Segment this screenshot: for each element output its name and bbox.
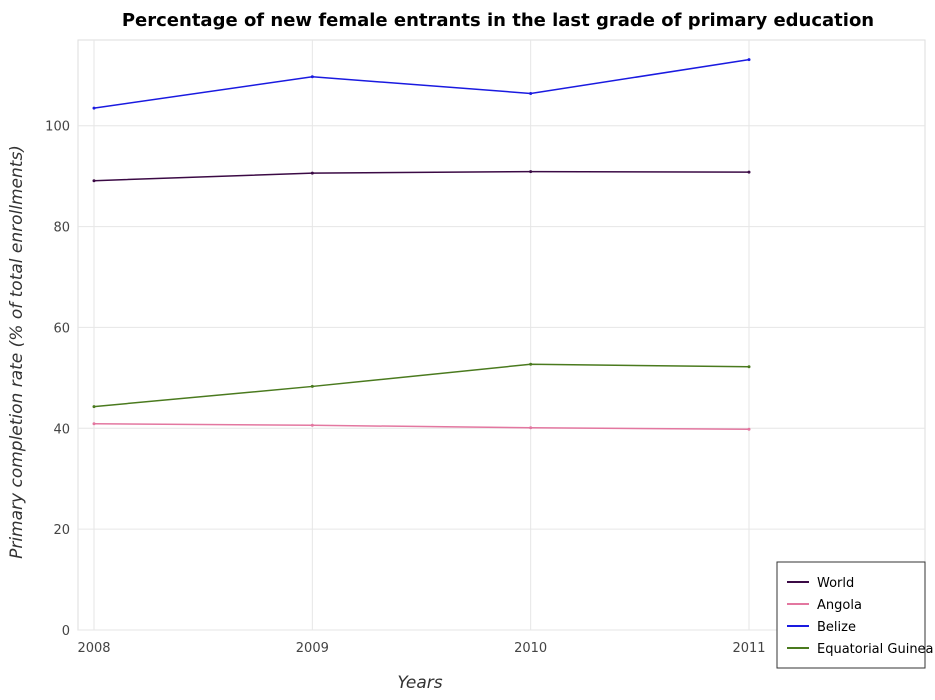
data-point	[92, 179, 96, 183]
legend-label: Equatorial Guinea	[817, 642, 934, 657]
data-point	[310, 384, 314, 388]
x-ticks: 2008 2009 2010 2011	[77, 641, 765, 656]
data-point	[529, 91, 533, 95]
data-point	[747, 365, 751, 369]
x-axis-label: Years	[397, 673, 442, 693]
data-point	[92, 405, 96, 409]
legend-box	[776, 561, 926, 669]
series-line	[93, 423, 750, 431]
legend: World Angola Belize Equatorial Guinea	[776, 561, 934, 669]
x-tick-label: 2010	[514, 641, 547, 656]
y-tick-label: 40	[53, 422, 70, 437]
x-tick-label: 2009	[296, 641, 329, 656]
y-tick-label: 20	[53, 523, 70, 538]
data-point	[92, 422, 96, 426]
data-point	[310, 75, 314, 79]
y-tick-label: 0	[62, 624, 70, 639]
y-axis-label: Primary completion rate (% of total enro…	[7, 145, 27, 559]
data-point	[529, 426, 533, 430]
data-point	[310, 171, 314, 175]
series-line	[93, 58, 750, 109]
legend-label: World	[817, 576, 854, 591]
data-point	[529, 362, 533, 366]
data-point	[747, 427, 751, 431]
data-point	[529, 170, 533, 174]
y-ticks: 0 20 40 60 80 100	[45, 120, 70, 639]
data-point	[92, 106, 96, 110]
legend-label: Angola	[817, 598, 862, 613]
legend-label: Belize	[817, 620, 856, 635]
series-line	[93, 170, 750, 182]
y-tick-label: 100	[45, 120, 70, 135]
chart-title: Percentage of new female entrants in the…	[122, 10, 874, 31]
series-lines	[92, 58, 751, 431]
data-point	[747, 58, 751, 62]
data-point	[310, 423, 314, 427]
data-point	[747, 170, 751, 174]
y-tick-label: 80	[53, 221, 70, 236]
x-tick-label: 2011	[732, 641, 765, 656]
series-line	[93, 363, 750, 408]
grid	[77, 39, 926, 631]
y-tick-label: 60	[53, 321, 70, 336]
x-tick-label: 2008	[77, 641, 110, 656]
plot-frame	[77, 39, 926, 631]
